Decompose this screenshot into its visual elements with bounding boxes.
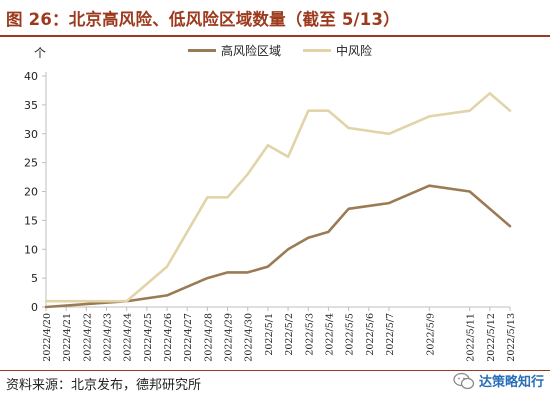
y-tick-label: 35 <box>24 99 38 112</box>
x-tick-label: 2022/5/12 <box>486 313 497 362</box>
line-chart: 0 5 10 15 20 25 30 35 40 2022/4/20 2022/4/21 2022/4… <box>24 70 517 362</box>
y-tick-label: 30 <box>24 128 38 141</box>
y-tick-label: 10 <box>24 243 38 256</box>
bottom-rule <box>0 370 550 371</box>
x-tick-label: 2022/5/9 <box>425 313 436 356</box>
watermark-name: 达策略知行 <box>478 375 544 390</box>
x-tick-label: 2022/5/11 <box>466 313 477 362</box>
y-axis-unit: 个 <box>34 46 47 60</box>
figure-title: 图 26：北京高风险、低风险区域数量（截至 5/13） <box>6 10 400 29</box>
x-tick-label: 2022/4/21 <box>62 313 73 362</box>
legend-label-high-risk: 高风险区域 <box>221 44 282 58</box>
x-tick-label: 2022/5/7 <box>385 313 396 356</box>
x-tick-label: 2022/4/23 <box>103 313 114 362</box>
watermark: 达策略知行 <box>453 371 544 390</box>
x-tick-label: 2022/4/25 <box>143 313 154 362</box>
x-tick-label: 2022/4/24 <box>123 313 134 362</box>
x-tick-label: 2022/4/26 <box>163 313 174 362</box>
legend-item-mid-risk: 中风险 <box>303 42 372 59</box>
x-tick-label: 2022/5/3 <box>304 313 315 356</box>
x-tick-label: 2022/5/6 <box>365 313 376 356</box>
legend-swatch-high-risk <box>188 49 216 52</box>
x-tick-label: 2022/4/20 <box>42 313 53 362</box>
y-tick-label: 40 <box>24 70 38 83</box>
series-line-mid-risk <box>44 92 512 303</box>
x-tick-label: 2022/4/28 <box>203 313 214 362</box>
legend-swatch-mid-risk <box>303 49 332 52</box>
legend: 高风险区域 中风险 <box>188 42 394 59</box>
y-tick-label: 15 <box>24 214 38 227</box>
x-tick-label: 2022/5/2 <box>284 313 295 356</box>
wechat-icon <box>453 372 475 389</box>
legend-item-high-risk: 高风险区域 <box>188 42 281 59</box>
legend-label-mid-risk: 中风险 <box>336 44 373 58</box>
title-rule <box>0 35 550 37</box>
x-tick-label: 2022/5/4 <box>324 313 335 356</box>
series-line-high-risk <box>44 184 512 309</box>
y-tick-label: 25 <box>24 157 38 170</box>
y-tick-label: 5 <box>31 272 38 285</box>
y-tick-label: 0 <box>31 301 38 314</box>
source-note: 资料来源：北京发布，德邦研究所 <box>6 378 202 393</box>
x-tick-label: 2022/5/1 <box>264 313 275 356</box>
x-tick-label: 2022/4/29 <box>224 313 235 362</box>
x-tick-label: 2022/4/30 <box>244 313 255 362</box>
x-tick-label: 2022/4/22 <box>82 313 93 362</box>
y-tick-label: 20 <box>24 186 38 199</box>
x-tick-label: 2022/5/13 <box>506 313 517 362</box>
x-tick-label: 2022/5/5 <box>345 313 356 356</box>
x-tick-label: 2022/4/27 <box>183 313 194 362</box>
